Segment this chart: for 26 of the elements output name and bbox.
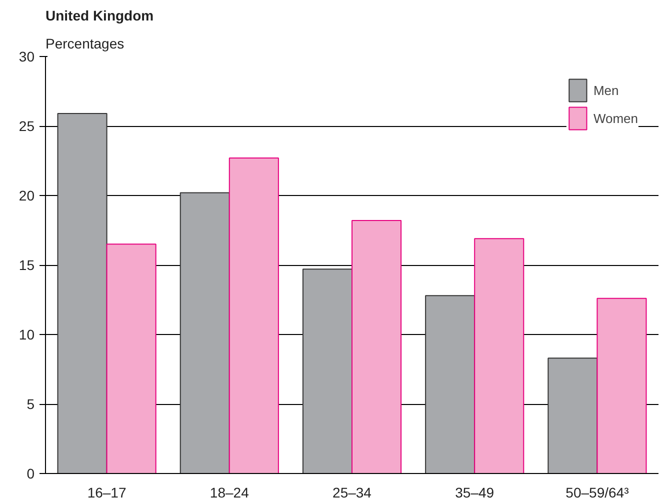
bar: [352, 220, 402, 474]
bar: [57, 112, 108, 474]
legend-label: Men: [593, 82, 619, 98]
bar: [106, 244, 156, 474]
y-tick-label: 10: [18, 326, 35, 342]
y-tick-label: 30: [18, 48, 35, 64]
x-tick-label: 16–17: [87, 484, 126, 500]
y-tick-label: 5: [26, 396, 35, 412]
x-tick-label: 50–59/64³: [566, 484, 630, 500]
bar: [228, 157, 279, 474]
bar: [425, 295, 476, 474]
chart-title: United Kingdom: [46, 8, 154, 24]
x-tick-label: 35–49: [455, 484, 494, 500]
x-tick-label: 18–24: [210, 484, 250, 500]
bar: [548, 358, 598, 474]
y-tick-label: 15: [18, 257, 35, 273]
legend-label: Women: [593, 110, 638, 126]
y-tick-label: 25: [18, 118, 35, 134]
y-tick-label: 0: [26, 466, 35, 482]
bar: [180, 192, 230, 474]
bar: [302, 268, 352, 474]
bar: [474, 238, 524, 474]
chart-subtitle: Percentages: [46, 36, 124, 52]
bar: [596, 298, 647, 474]
x-tick-label: 25–34: [332, 484, 372, 500]
y-tick-label: 20: [18, 188, 35, 204]
